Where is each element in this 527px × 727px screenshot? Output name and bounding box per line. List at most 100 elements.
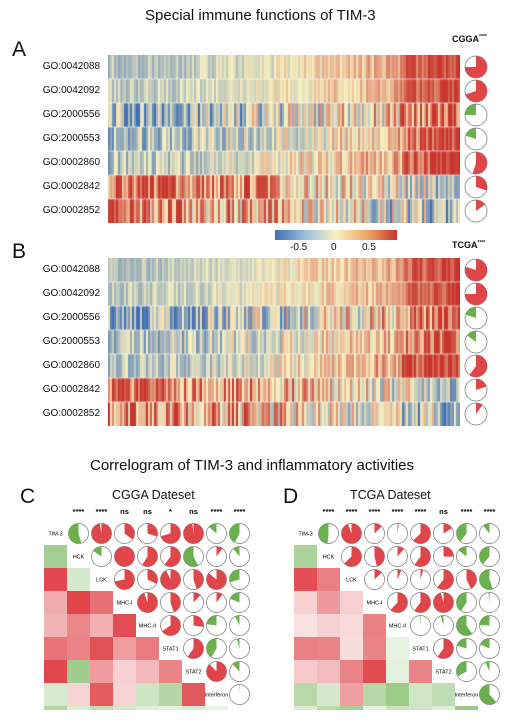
cgga-corr-pie [183,569,204,590]
tcga-corr-cell [294,683,317,706]
cgga-corr-cell [44,660,67,683]
tcga-corr-cell [363,706,386,710]
tcga-corr-pie [433,546,454,567]
cgga-pie-0 [464,55,488,79]
cgga-corr-pie [114,569,135,590]
panel-letter-c: C [20,485,36,508]
tcga-corr-pie [479,592,500,613]
tcga-go-label: GO:2000553 [42,336,100,347]
tcga-significance-label: **** [415,507,427,516]
tcga-go-label: GO:0002860 [42,360,100,371]
tcga-corr-cell [317,706,340,710]
pie-column-cgga [464,55,488,223]
tcga-corr-cell [340,706,363,710]
tcga-corr-pie [479,523,500,544]
tcga-corr-pie [433,569,454,590]
cgga-significance-label: **** [96,507,108,516]
cgga-corr-pie [183,638,204,659]
cgga-corr-pie [160,592,181,613]
cgga-corr-cell [113,660,136,683]
cgga-corr-cell [182,683,205,706]
tcga-corr-cell [455,706,478,710]
tcga-corr-cell [409,660,432,683]
cgga-corr-pie [137,592,158,613]
colorbar-tick-zero: 0 [331,242,337,253]
tcga-variable-label: STAT1 [412,647,428,653]
cgga-corr-cell [136,683,159,706]
tcga-pie-3 [464,330,488,354]
cgga-corr-cell [159,706,182,710]
cgga-corr-pie [183,615,204,636]
correlogram-title-c: CGGA Dateset [112,488,195,502]
tcga-corr-cell [294,545,317,568]
tcga-go-label: GO:0002842 [42,384,100,395]
cgga-corr-cell [90,683,113,706]
tcga-corr-pie [387,523,408,544]
colorbar [275,230,397,240]
tcga-pie-4 [464,354,488,378]
tcga-corr-pie [318,523,339,544]
cgga-corr-pie [229,684,250,705]
cgga-corr-pie [137,546,158,567]
tcga-corr-pie [456,661,477,682]
cgga-corr-cell [44,614,67,637]
cgga-corr-pie [206,523,227,544]
tcga-go-label: GO:0042092 [42,288,100,299]
tcga-corr-pie [479,638,500,659]
cgga-corr-cell [44,683,67,706]
tcga-corr-cell [432,706,455,710]
cgga-corr-cell [159,683,182,706]
cgga-corr-pie [206,615,227,636]
tcga-variable-label: TIM-3 [298,532,312,538]
tcga-corr-pie [479,661,500,682]
correlogram-title-d: TCGA Dateset [350,488,431,502]
tcga-corr-cell [294,591,317,614]
cgga-corr-cell [44,591,67,614]
cgga-corr-pie [160,615,181,636]
cgga-variable-label: HCK [73,555,85,561]
cgga-corr-pie [206,546,227,567]
tcga-corr-cell [317,660,340,683]
tcga-pie-6 [464,402,488,426]
tcga-significance-label: **** [392,507,404,516]
tcga-corr-pie [341,546,362,567]
tcga-variable-label: Interferon [455,693,479,699]
cgga-significance-label: ns [143,507,152,516]
cgga-corr-cell [136,637,159,660]
tcga-corr-pie [456,592,477,613]
tcga-corr-pie [479,546,500,567]
cgga-significance-label: ns [120,507,129,516]
cgga-corr-pie [183,592,204,613]
cgga-corr-pie [206,661,227,682]
tcga-variable-label: LCK [346,578,357,584]
tcga-significance-label: **** [369,507,381,516]
tcga-corr-cell [340,614,363,637]
cgga-corr-cell [67,591,90,614]
tcga-corr-pie [456,638,477,659]
cgga-corr-pie [229,523,250,544]
cgga-corr-pie [206,592,227,613]
cgga-corr-cell [113,706,136,710]
cgga-variable-label: MHC-II [139,624,157,630]
cgga-corr-cell [113,614,136,637]
cgga-corr-cell [90,660,113,683]
tcga-corr-cell [363,683,386,706]
tcga-variable-label: STAT2 [435,670,451,676]
cgga-corr-pie [91,546,112,567]
cgga-corr-cell [205,706,228,710]
panel-letter-d: D [283,485,299,508]
cgga-pie-1 [464,79,488,103]
cgga-corr-pie [114,546,135,567]
cgga-corr-cell [67,614,90,637]
heatmap-cgga [108,55,460,223]
tcga-go-label: GO:2000556 [42,312,100,323]
cgga-corr-pie [137,569,158,590]
cgga-significance-label: * [169,507,172,516]
tcga-corr-cell [317,591,340,614]
cgga-significance-label: **** [211,507,223,516]
tcga-significance-label: ns [439,507,448,516]
cgga-corr-cell [67,683,90,706]
cgga-go-label: GO:2000556 [42,109,100,120]
tcga-corr-cell [294,614,317,637]
cgga-pie-3 [464,127,488,151]
